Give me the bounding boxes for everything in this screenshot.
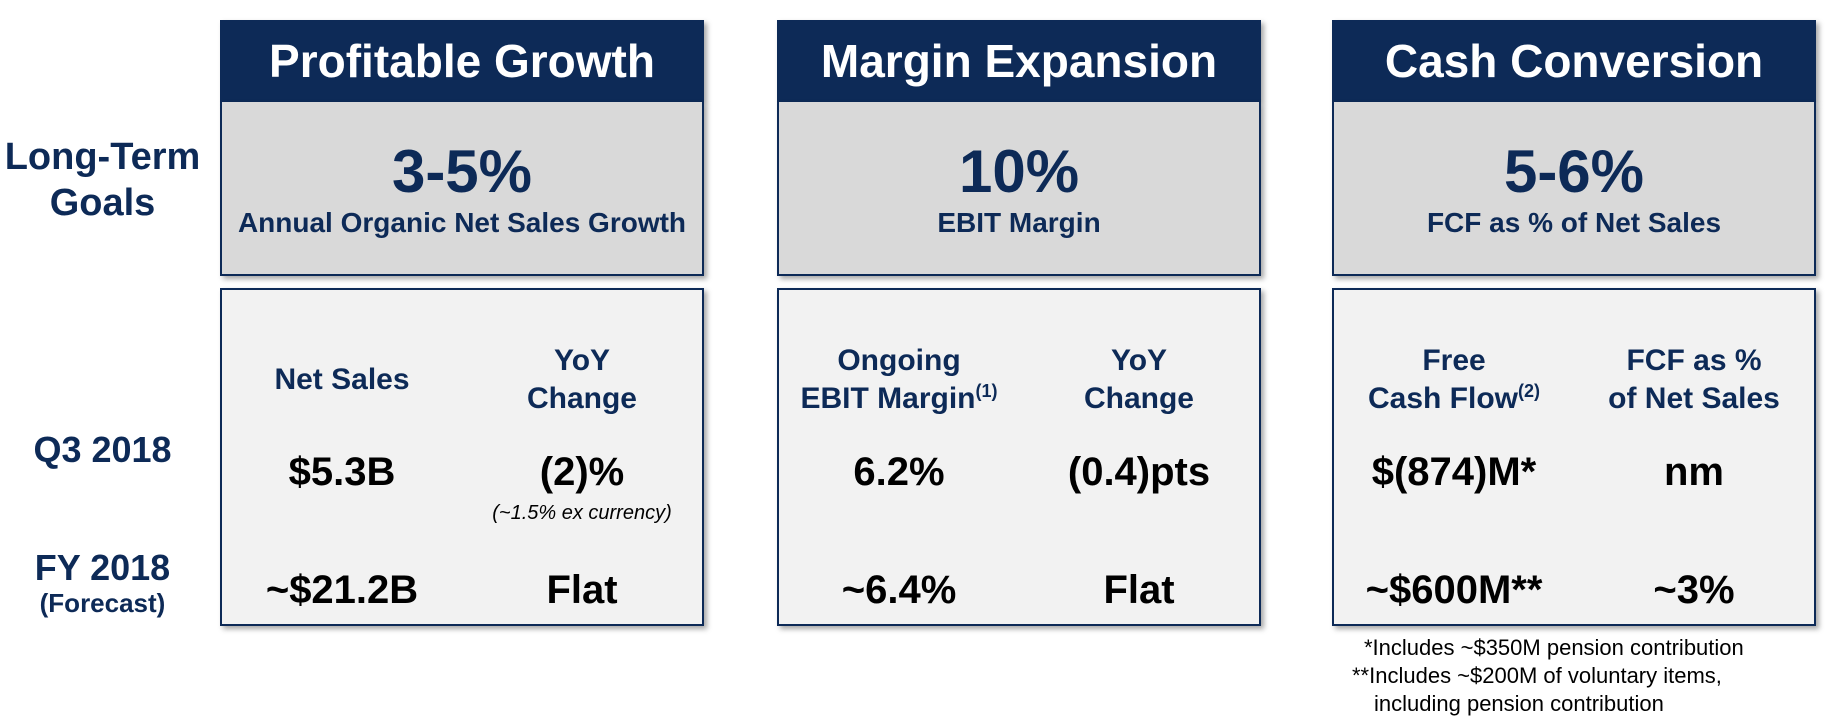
fy-2018-label: FY 2018 (Forecast) <box>0 547 205 619</box>
goal-box: 3-5% Annual Organic Net Sales Growth <box>220 102 704 276</box>
goal-description: EBIT Margin <box>937 207 1101 238</box>
column-header-line: EBIT Margin(1) <box>779 380 1019 418</box>
column-header-line: Ongoing <box>837 344 961 377</box>
footnote-pension: *Includes ~$350M pension contribution <box>1364 635 1744 660</box>
column-header: YoY Change <box>1019 340 1259 420</box>
q3-value: $5.3B <box>288 450 396 494</box>
column-header: YoY Change <box>462 340 702 420</box>
metrics-box: Ongoing EBIT Margin(1) 6.2% ~6.4% YoY Ch… <box>777 288 1261 626</box>
column-header-text: EBIT Margin <box>800 382 976 415</box>
q3-value: nm <box>1664 450 1724 494</box>
q3-value: (0.4)pts <box>1067 450 1211 494</box>
metrics-box: Net Sales $5.3B ~$21.2B YoY Change (2)% … <box>220 288 704 626</box>
goal-value: 3-5% <box>391 138 533 205</box>
q3-value: $(874)M* <box>1371 450 1537 494</box>
fy-2018-text: FY 2018 <box>34 547 171 588</box>
column-header-line: Change <box>526 382 637 415</box>
fy-value: Flat <box>1103 568 1175 612</box>
long-term-goals-line1: Long-Term <box>4 136 201 178</box>
pillar-cash-conversion: Cash Conversion 5-6% FCF as % of Net Sal… <box>1332 20 1816 626</box>
long-term-goals-line2: Goals <box>49 182 156 224</box>
column-header-line: of Net Sales <box>1608 382 1780 415</box>
pillar-title: Margin Expansion <box>777 20 1261 102</box>
fy-value: ~$600M** <box>1365 568 1543 612</box>
ex-currency-note: (~1.5% ex currency) <box>492 502 672 524</box>
goal-value: 10% <box>958 138 1080 205</box>
q3-value: (2)% <box>539 450 625 494</box>
footnote-marker: (1) <box>975 381 998 401</box>
footnote-voluntary-line2: including pension contribution <box>1374 691 1664 716</box>
column-header-text: Cash Flow <box>1367 382 1518 415</box>
goal-value: 5-6% <box>1503 138 1645 205</box>
column-header: FCF as % of Net Sales <box>1574 340 1814 420</box>
footnote-marker: (2) <box>1518 381 1540 401</box>
column-header-line: Cash Flow(2) <box>1334 380 1574 418</box>
metrics-box: Free Cash Flow(2) $(874)M* ~$600M** FCF … <box>1332 288 1816 626</box>
column-header: Net Sales <box>222 340 462 420</box>
column-header: Free Cash Flow(2) <box>1334 340 1574 420</box>
column-header-line: Net Sales <box>274 363 410 396</box>
footnote-voluntary-line1: **Includes ~$200M of voluntary items, <box>1352 663 1722 688</box>
column-header-line: YoY <box>1110 344 1168 377</box>
column-header-line: Change <box>1083 382 1194 415</box>
footnotes: *Includes ~$350M pension contribution **… <box>1352 634 1822 718</box>
forecast-label: (Forecast) <box>39 588 166 618</box>
q3-2018-label: Q3 2018 <box>33 429 172 470</box>
goal-box: 5-6% FCF as % of Net Sales <box>1332 102 1816 276</box>
fy-value: Flat <box>546 568 618 612</box>
fy-value: ~6.4% <box>841 568 957 612</box>
pillar-margin-expansion: Margin Expansion 10% EBIT Margin Ongoing… <box>777 20 1261 626</box>
goal-box: 10% EBIT Margin <box>777 102 1261 276</box>
goal-description: FCF as % of Net Sales <box>1426 207 1722 238</box>
fy-value: ~3% <box>1653 568 1735 612</box>
fy-value: ~$21.2B <box>265 568 419 612</box>
q3-value: 6.2% <box>853 450 945 494</box>
pillar-title: Profitable Growth <box>220 20 704 102</box>
column-header-line: YoY <box>553 344 611 377</box>
long-term-goals-label: Long-Term Goals <box>0 134 205 226</box>
column-header-line: FCF as % <box>1626 344 1762 377</box>
pillar-title: Cash Conversion <box>1332 20 1816 102</box>
column-header: Ongoing EBIT Margin(1) <box>779 340 1019 420</box>
goal-description: Annual Organic Net Sales Growth <box>237 207 687 238</box>
column-header-line: Free <box>1422 344 1486 377</box>
pillar-profitable-growth: Profitable Growth 3-5% Annual Organic Ne… <box>220 20 704 626</box>
